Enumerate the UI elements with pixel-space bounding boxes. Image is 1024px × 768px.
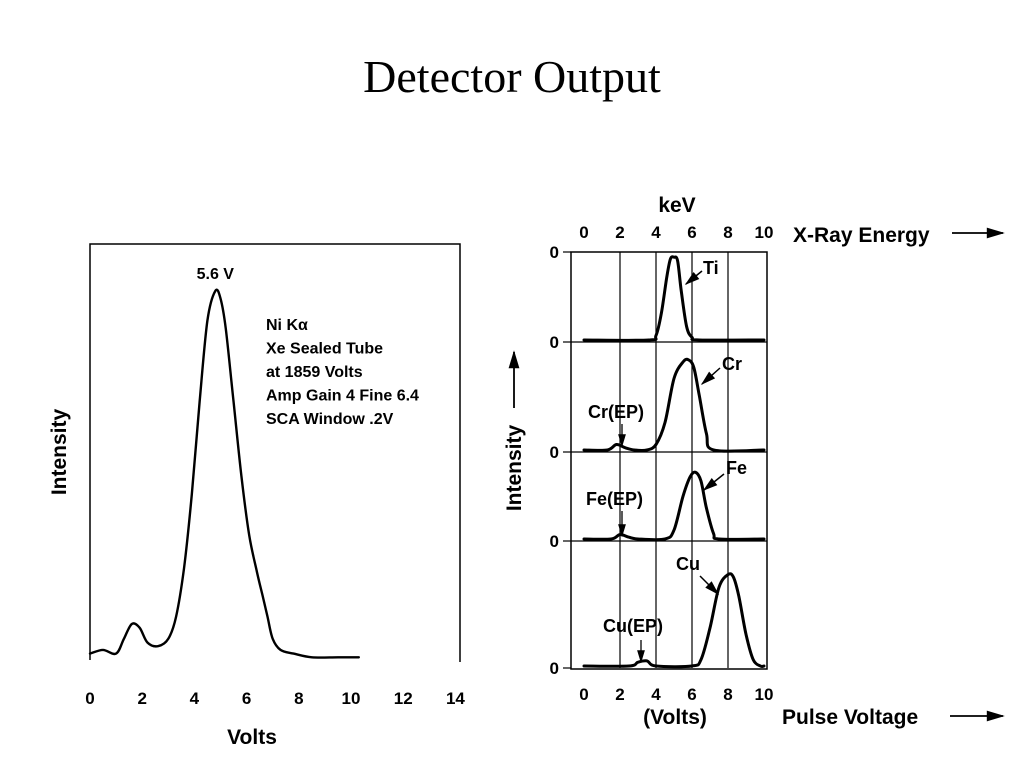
fe-label: Fe bbox=[726, 458, 747, 478]
panel-zero-label: 0 bbox=[550, 659, 559, 678]
kev-tick-label: 2 bbox=[615, 223, 624, 242]
volt-tick-labels: 0 2 4 6 8 10 bbox=[579, 685, 773, 704]
right-y-axis-title: Intensity bbox=[503, 425, 526, 512]
fe-leader-arrow bbox=[702, 473, 725, 491]
slide-title: Detector Output bbox=[363, 51, 661, 102]
ni-kalpha-curve bbox=[88, 288, 360, 659]
left-x-tick-label: 0 bbox=[85, 689, 94, 708]
cr-leader-arrow bbox=[700, 367, 721, 385]
left-y-axis-title: Intensity bbox=[48, 409, 71, 496]
ni-kalpha-spectrum-chart: 0 2 4 6 8 10 12 14 Volts Intensity 5.6 V Ni Kα X… bbox=[48, 243, 465, 749]
element-spectra-chart: 0 0 0 0 0 0 2 4 6 8 10 0 2 4 6 8 10 Ti Cr Cr(EP) Fe Fe(EP)… bbox=[503, 194, 1005, 729]
kev-tick-label: 0 bbox=[579, 223, 588, 242]
fe-ep-label: Fe(EP) bbox=[586, 489, 643, 509]
measurement-note-line: at 1859 Volts bbox=[266, 364, 363, 381]
ti-curve bbox=[582, 255, 766, 342]
left-x-tick-label: 4 bbox=[190, 689, 200, 708]
left-x-tick-labels: 0 2 4 6 8 10 12 14 bbox=[85, 689, 465, 708]
kev-axis-label: keV bbox=[658, 194, 695, 217]
measurement-note-line: Amp Gain 4 Fine 6.4 bbox=[266, 388, 419, 405]
panel-zero-label: 0 bbox=[550, 333, 559, 352]
pulse-voltage-title: Pulse Voltage bbox=[782, 706, 918, 729]
measurement-note-line: Ni Kα bbox=[266, 317, 308, 334]
left-x-tick-label: 10 bbox=[342, 689, 361, 708]
volt-tick-label: 6 bbox=[687, 685, 696, 704]
panel-zero-labels: 0 0 0 0 0 bbox=[550, 243, 571, 678]
panel-zero-label: 0 bbox=[550, 243, 559, 262]
kev-tick-label: 8 bbox=[723, 223, 732, 242]
left-plot-frame bbox=[89, 243, 461, 662]
left-x-tick-label: 8 bbox=[294, 689, 303, 708]
volts-axis-label: (Volts) bbox=[643, 706, 707, 729]
cu-ep-label: Cu(EP) bbox=[603, 616, 663, 636]
left-x-tick-label: 6 bbox=[242, 689, 251, 708]
cr-ep-label: Cr(EP) bbox=[588, 402, 644, 422]
ti-leader-arrow bbox=[684, 270, 703, 285]
left-x-axis-title: Volts bbox=[227, 726, 277, 749]
kev-tick-label: 6 bbox=[687, 223, 696, 242]
measurement-note-line: SCA Window .2V bbox=[266, 411, 394, 428]
measurement-notes: Ni Kα Xe Sealed Tube at 1859 Volts Amp Gain… bbox=[266, 317, 419, 428]
cu-label: Cu bbox=[676, 554, 700, 574]
left-x-tick-label: 12 bbox=[394, 689, 413, 708]
volt-tick-label: 10 bbox=[755, 685, 774, 704]
right-plot-frame bbox=[570, 251, 768, 670]
panel-zero-label: 0 bbox=[550, 443, 559, 462]
measurement-note-line: Xe Sealed Tube bbox=[266, 341, 383, 358]
right-gridlines bbox=[619, 252, 729, 668]
volt-tick-label: 8 bbox=[723, 685, 732, 704]
ti-label: Ti bbox=[703, 258, 719, 278]
peak-voltage-label: 5.6 V bbox=[197, 266, 235, 283]
kev-tick-labels: 0 2 4 6 8 10 bbox=[579, 223, 773, 242]
volt-tick-label: 0 bbox=[579, 685, 588, 704]
x-ray-energy-title: X-Ray Energy bbox=[793, 224, 930, 247]
kev-tick-label: 10 bbox=[755, 223, 774, 242]
panel-zero-label: 0 bbox=[550, 532, 559, 551]
cu-leader-arrow bbox=[699, 575, 720, 596]
left-x-tick-label: 2 bbox=[137, 689, 146, 708]
volt-tick-label: 2 bbox=[615, 685, 624, 704]
volt-tick-label: 4 bbox=[651, 685, 661, 704]
element-labels: Ti Cr Cr(EP) Fe Fe(EP) Cu Cu(EP) bbox=[586, 258, 747, 664]
cr-label: Cr bbox=[722, 354, 742, 374]
left-x-tick-label: 14 bbox=[446, 689, 465, 708]
kev-tick-label: 4 bbox=[651, 223, 661, 242]
